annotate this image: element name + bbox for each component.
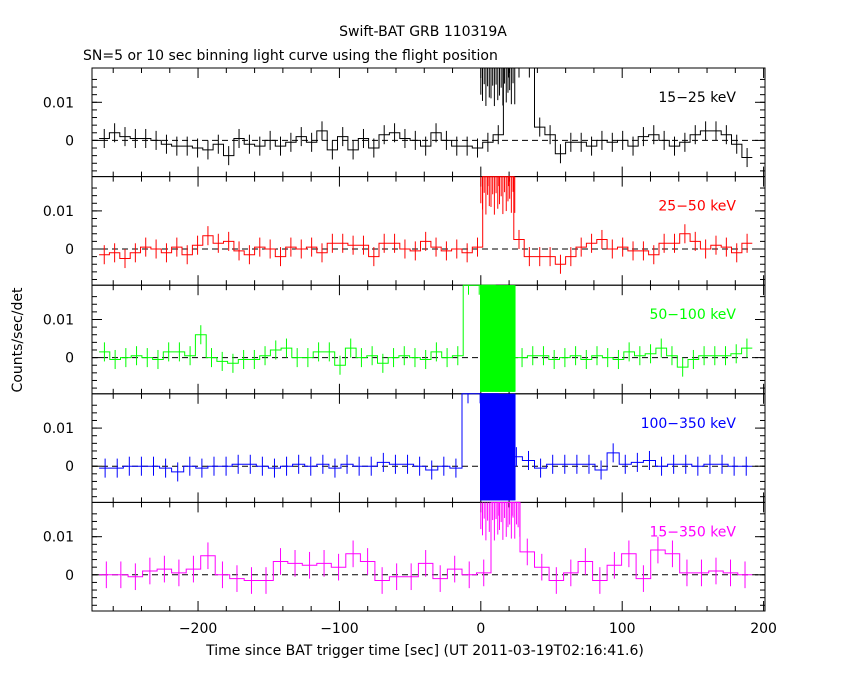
panel-3: 0 0.01 50−100 keV bbox=[43, 284, 766, 395]
y-tick-label: 0 bbox=[65, 242, 74, 258]
y-tick-label: 0.01 bbox=[43, 312, 74, 328]
panel-frame bbox=[91, 284, 766, 395]
band-label: 50−100 keV bbox=[649, 307, 736, 323]
y-axis-label: Counts/sec/det bbox=[10, 287, 26, 392]
y-tick-label: 0 bbox=[65, 351, 74, 367]
burst-region bbox=[480, 393, 516, 501]
y-tick-label: 0.01 bbox=[43, 204, 74, 220]
y-tick-label: 0 bbox=[65, 459, 74, 475]
light-curve-series bbox=[99, 501, 753, 581]
light-curve-series bbox=[99, 176, 753, 265]
light-curve-series bbox=[99, 67, 753, 158]
burst-region bbox=[480, 502, 521, 541]
band-label: 15−25 keV bbox=[658, 90, 736, 106]
panel-frame bbox=[91, 176, 766, 286]
light-curve-series bbox=[99, 284, 753, 368]
band-label: 25−50 keV bbox=[658, 199, 736, 215]
x-tick-label: 0 bbox=[476, 621, 485, 637]
y-tick-label: 0 bbox=[65, 133, 74, 149]
panel-5: 0 0.01 15−350 keV bbox=[43, 501, 766, 612]
panel-2: 0 0.01 25−50 keV bbox=[43, 176, 766, 286]
x-tick-label: −200 bbox=[179, 621, 217, 637]
panel-frame bbox=[91, 67, 766, 178]
chart-subtitle: SN=5 or 10 sec binning light curve using… bbox=[83, 48, 498, 64]
panels-group: 0 0.01 15−25 keV 0 0.01 25−50 keV 0 0.01 50−100 … bbox=[43, 67, 777, 637]
x-tick-label: −100 bbox=[320, 621, 358, 637]
panel-frame bbox=[91, 501, 766, 612]
y-tick-label: 0.01 bbox=[43, 95, 74, 111]
x-tick-label: 100 bbox=[609, 621, 636, 637]
chart-title: Swift-BAT GRB 110319A bbox=[339, 24, 507, 40]
y-tick-label: 0.01 bbox=[43, 530, 74, 546]
panel-frame bbox=[91, 393, 766, 503]
burst-region bbox=[480, 176, 516, 215]
x-tick-label: 200 bbox=[750, 621, 777, 637]
burst-region bbox=[480, 285, 516, 392]
y-tick-label: 0.01 bbox=[43, 421, 74, 437]
y-tick-label: 0 bbox=[65, 568, 74, 584]
panel-1: 0 0.01 15−25 keV bbox=[43, 67, 766, 178]
band-label: 100−350 keV bbox=[641, 416, 737, 432]
x-axis-label: Time since BAT trigger time [sec] (UT 20… bbox=[205, 643, 644, 659]
light-curve-series bbox=[99, 393, 753, 473]
panel-4: 0 0.01 100−350 keV bbox=[43, 393, 766, 503]
burst-region bbox=[480, 68, 516, 107]
band-label: 15−350 keV bbox=[649, 524, 736, 540]
